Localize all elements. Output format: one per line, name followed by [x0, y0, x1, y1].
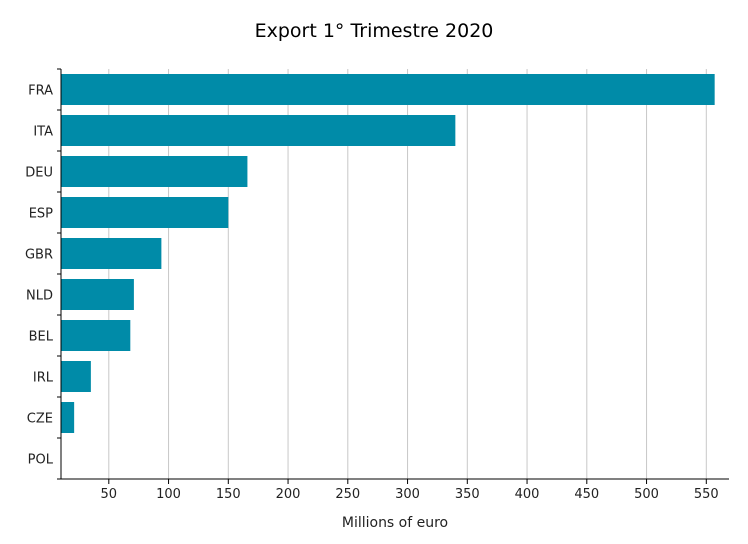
- x-tick-label: 400: [515, 487, 540, 502]
- bar-cze: [61, 402, 75, 433]
- x-tick-label: 300: [395, 487, 420, 502]
- x-tick-label: 150: [216, 487, 241, 502]
- bar-fra: [61, 74, 715, 105]
- x-tick-label: 50: [101, 487, 118, 502]
- x-tick-label: 200: [276, 487, 301, 502]
- bar-nld: [61, 279, 134, 310]
- y-tick-label: ITA: [33, 125, 53, 140]
- bar-irl: [61, 361, 91, 392]
- x-axis-label: Millions of euro: [341, 515, 449, 531]
- x-tick-label: 500: [634, 487, 659, 502]
- y-tick-label: DEU: [25, 166, 53, 181]
- x-tick-label: 250: [335, 487, 360, 502]
- y-tick-label: POL: [28, 453, 54, 468]
- x-tick-label: 100: [156, 487, 181, 502]
- y-tick-label: NLD: [26, 289, 53, 304]
- y-tick-label: FRA: [28, 84, 53, 99]
- chart-title: Export 1° Trimestre 2020: [254, 20, 494, 42]
- y-tick-label: CZE: [27, 412, 53, 427]
- x-tick-label: 350: [455, 487, 480, 502]
- bar-bel: [61, 320, 131, 351]
- bar-deu: [61, 156, 248, 187]
- y-tick-label: BEL: [29, 330, 54, 345]
- bar-gbr: [61, 238, 162, 269]
- x-tick-label: 550: [694, 487, 719, 502]
- y-tick-label: GBR: [25, 248, 53, 263]
- bar-ita: [61, 115, 456, 146]
- y-tick-label: IRL: [33, 371, 54, 386]
- bar-esp: [61, 197, 229, 228]
- x-tick-label: 450: [574, 487, 599, 502]
- y-tick-label: ESP: [29, 207, 53, 222]
